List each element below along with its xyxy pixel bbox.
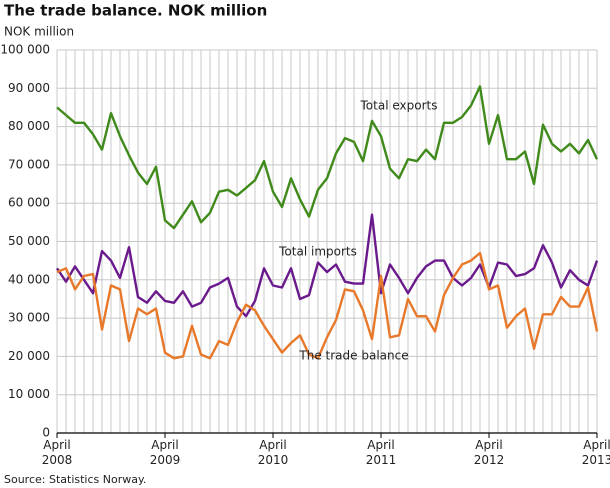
y-tick-label: 100 000 xyxy=(0,43,50,57)
y-tick-label: 50 000 xyxy=(8,234,50,248)
chart-title: The trade balance. NOK million xyxy=(4,2,267,20)
y-axis-label: NOK million xyxy=(4,25,74,39)
y-tick-label: 60 000 xyxy=(8,196,50,210)
y-tick-label: 10 000 xyxy=(8,387,50,401)
x-tick-label: April 2008 xyxy=(42,438,73,467)
x-tick-label: April 2010 xyxy=(258,438,289,467)
y-tick-label: 80 000 xyxy=(8,119,50,133)
x-tick-label: April 2013 xyxy=(582,438,610,467)
series-line xyxy=(56,251,599,360)
series-label: Total imports xyxy=(278,245,357,259)
series-line xyxy=(56,85,599,230)
y-tick-label: 0 xyxy=(42,426,50,440)
source: Source: Statistics Norway. xyxy=(4,473,146,486)
series-label: The trade balance xyxy=(298,349,408,363)
y-tick-label: 30 000 xyxy=(8,311,50,325)
y-tick-label: 20 000 xyxy=(8,349,50,363)
x-tick-label: April 2011 xyxy=(366,438,397,467)
y-tick-label: 70 000 xyxy=(8,157,50,171)
y-tick-label: 40 000 xyxy=(8,272,50,286)
series-label: Total exports xyxy=(360,99,438,113)
x-tick-label: April 2012 xyxy=(474,438,505,467)
series-line xyxy=(56,213,599,318)
x-tick-label: April 2009 xyxy=(150,438,181,467)
y-tick-label: 90 000 xyxy=(8,81,50,95)
